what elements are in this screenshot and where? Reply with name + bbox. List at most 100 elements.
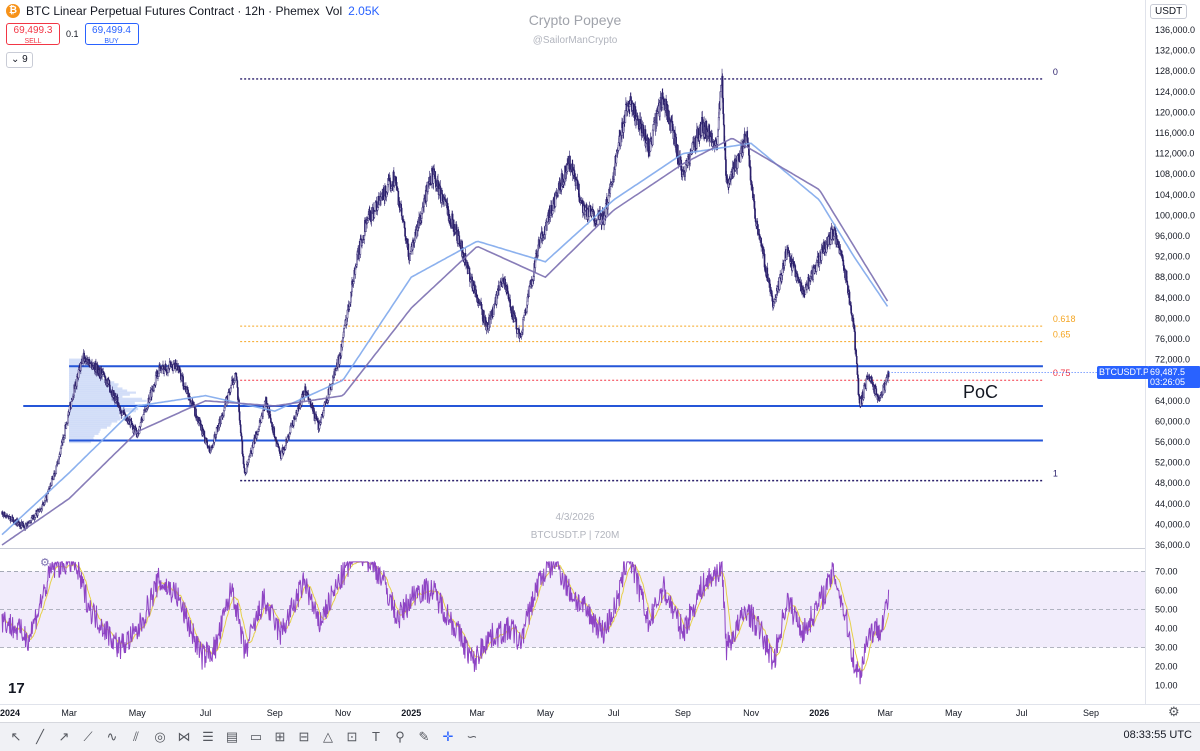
long-icon[interactable]: ⊞: [274, 729, 286, 744]
watermark-symbol: BTCUSDT.P | 720M: [530, 530, 620, 541]
candle-body: [865, 378, 868, 389]
price-tick-label: 132,000.0: [1155, 46, 1195, 56]
moving-average-2: [1, 137, 889, 546]
gear-icon[interactable]: ⚙: [1168, 704, 1180, 719]
fib-icon[interactable]: ☰: [202, 729, 214, 744]
price-tick-label: 116,000.0: [1155, 128, 1194, 138]
utc-clock: 08:33:55 UTC: [1123, 729, 1192, 741]
candle-body: [142, 414, 145, 421]
path-icon[interactable]: ⟋: [83, 729, 93, 744]
volume-profile-bar: [69, 360, 91, 363]
fib-label-0.75: 0.75: [1053, 368, 1071, 378]
volume-profile-bar: [69, 414, 120, 417]
candle-body: [254, 438, 257, 444]
time-tick-label: May: [537, 708, 555, 718]
pin-icon[interactable]: ⚲: [395, 729, 405, 744]
price-tag-symbol: BTCUSDT.P: [1099, 367, 1150, 377]
price-axis-background: [1145, 0, 1200, 722]
price-tick-label: 44,000.0: [1155, 499, 1190, 509]
rsi-tick-label: 30.00: [1155, 643, 1178, 653]
volume-profile-bar: [69, 372, 98, 376]
current-price-tag: 69,487.5 03:26:05: [1148, 366, 1200, 388]
time-tick-label: Mar: [469, 708, 485, 718]
price-tick-label: 96,000.0: [1155, 231, 1190, 241]
brush-icon[interactable]: ✎: [418, 729, 430, 744]
rsi-settings-icon[interactable]: ⚙: [40, 556, 50, 569]
price-tick-label: 64,000.0: [1155, 396, 1190, 406]
fib-label-0.65: 0.65: [1053, 330, 1071, 340]
volume-profile-bar: [69, 385, 118, 388]
price-tick-label: 120,000.0: [1155, 107, 1195, 117]
candle-body: [139, 422, 142, 427]
gann-icon[interactable]: ▤: [225, 729, 239, 744]
price-tick-label: 72,000.0: [1155, 355, 1190, 365]
candle-body: [262, 410, 264, 417]
volume-label: Vol: [325, 4, 343, 18]
circle-icon[interactable]: ◎: [154, 729, 166, 744]
sell-label: SELL: [24, 38, 42, 45]
bitcoin-logo-icon: ₿: [6, 4, 20, 18]
candle-body: [652, 124, 655, 131]
indicators-toggle[interactable]: ⌄ 9: [6, 52, 33, 68]
candle-body: [748, 155, 751, 167]
volume-profile-bar: [69, 440, 92, 444]
volume-profile-bar: [69, 412, 126, 415]
candle-body: [396, 188, 399, 192]
trendline-icon[interactable]: ╱: [36, 729, 44, 744]
time-tick-label: Sep: [1083, 708, 1099, 718]
ray-icon[interactable]: ↗: [58, 729, 70, 744]
volume-profile-bar: [69, 379, 105, 382]
indicator-count: 9: [22, 54, 28, 65]
volume-profile-bar: [69, 430, 100, 433]
candle-body: [59, 447, 62, 455]
candle-body: [238, 411, 241, 421]
candle-body: [157, 376, 159, 379]
candle-body: [400, 207, 403, 217]
candle-body: [711, 142, 714, 147]
volume-profile-bar: [69, 405, 123, 409]
crosshair-icon[interactable]: ✛: [442, 729, 454, 744]
sell-button[interactable]: 69,499.3 SELL: [6, 23, 60, 45]
candle-body: [176, 363, 178, 367]
candle-body: [877, 396, 880, 399]
curve-icon[interactable]: ∽: [466, 729, 478, 744]
currency-selector[interactable]: USDT: [1150, 4, 1188, 19]
price-tick-label: 124,000.0: [1155, 87, 1195, 97]
volume-profile-bar: [69, 377, 102, 380]
zigzag-icon[interactable]: ∿: [106, 729, 118, 744]
rsi-tick-label: 10.00: [1155, 681, 1178, 691]
buy-button[interactable]: 69,499.4 BUY: [84, 23, 139, 45]
measure-icon[interactable]: ⊡: [346, 729, 358, 744]
price-chart[interactable]: ⚙00.6180.650.75136,000.040,000.044,000.0…: [0, 0, 1200, 722]
candle-body: [855, 356, 858, 365]
symbol-title[interactable]: BTC Linear Perpetual Futures Contract · …: [26, 4, 320, 18]
text-icon[interactable]: T: [372, 729, 380, 744]
candle-body: [778, 277, 781, 290]
volume-profile-bar: [69, 426, 108, 429]
time-tick-label: Mar: [61, 708, 77, 718]
candle-body: [863, 385, 865, 398]
candle-body: [720, 85, 722, 92]
candle-body: [648, 139, 650, 152]
time-tick-label: Nov: [335, 708, 352, 718]
time-tick-label: Jul: [1016, 708, 1028, 718]
chevron-down-icon: ⌄: [11, 54, 20, 65]
price-tick-label: 88,000.0: [1155, 272, 1190, 282]
time-tick-label: 2024: [0, 708, 20, 718]
volume-profile-bar: [69, 436, 94, 440]
price-tick-label: 80,000.0: [1155, 313, 1190, 323]
channel-icon[interactable]: ⫽: [133, 729, 139, 744]
rsi-tick-label: 20.00: [1155, 662, 1178, 672]
price-tick-label: 104,000.0: [1155, 190, 1195, 200]
rectangle-icon[interactable]: ▭: [249, 729, 263, 744]
volume-profile-bar: [69, 397, 143, 400]
short-icon[interactable]: ⊟: [298, 729, 310, 744]
cursor-icon[interactable]: ↖: [10, 729, 22, 744]
triangle-icon[interactable]: △: [323, 729, 333, 744]
buy-price: 69,499.4: [92, 25, 131, 36]
watermark-subtitle: @SailorManCrypto: [532, 35, 618, 46]
volume-profile-bar: [69, 358, 91, 361]
candle-body: [857, 378, 860, 395]
time-tick-label: Jul: [200, 708, 212, 718]
pattern-icon[interactable]: ⋈: [177, 729, 191, 744]
